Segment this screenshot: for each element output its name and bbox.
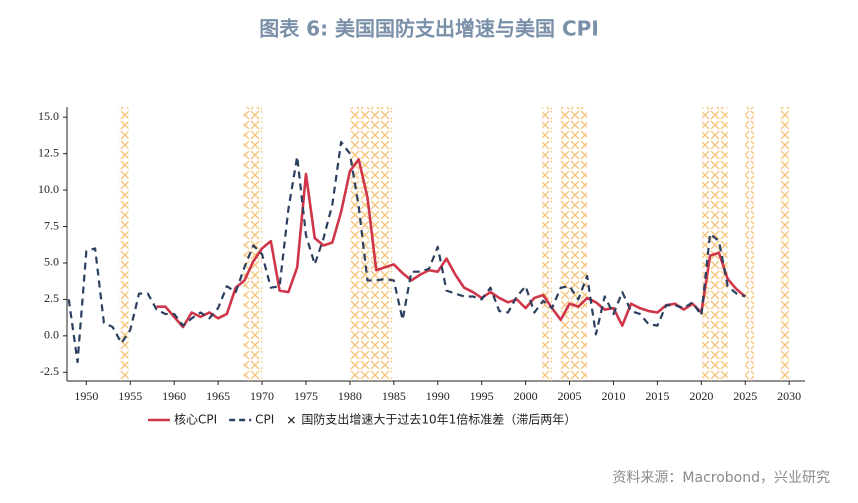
y-tick-label: 12.5	[38, 145, 59, 159]
series-line	[67, 140, 746, 364]
source: 资料来源：Macrobond，兴业研究	[612, 470, 830, 486]
x-tick-label: 1975	[294, 389, 318, 403]
series-line	[156, 158, 747, 329]
x-tick-label: 1950	[74, 389, 98, 403]
x-tick-label: 2015	[645, 389, 669, 403]
y-tick-label: 2.5	[44, 291, 59, 305]
x-tick-label: 1970	[250, 389, 274, 403]
x-tick-label: 1995	[470, 389, 494, 403]
x-tick-label: 1980	[338, 389, 362, 403]
x-tick-label: 2010	[601, 389, 625, 403]
band	[780, 107, 790, 381]
y-tick-label: -2.5	[40, 364, 59, 378]
y-tick-label: 7.5	[44, 218, 59, 232]
legend-label: 国防支出增速大于过去10年1倍标准差（滞后两年）	[301, 412, 576, 427]
y-tick-label: 0.0	[44, 328, 59, 342]
y-tick-label: 10.0	[38, 182, 59, 196]
x-tick-label: 2030	[777, 389, 801, 403]
y-tick-label: 15.0	[38, 109, 59, 123]
band	[560, 107, 588, 381]
x-tick-label: 1960	[162, 389, 186, 403]
band	[702, 107, 728, 381]
band	[118, 107, 129, 381]
x-tick-label: 2025	[733, 389, 757, 403]
x-tick-label: 2020	[689, 389, 713, 403]
x-tick-label: 2000	[514, 389, 538, 403]
y-tick-label: 5.0	[44, 255, 59, 269]
x-tick-label: 2005	[558, 389, 582, 403]
x-tick-label: 1955	[118, 389, 142, 403]
band	[542, 107, 552, 381]
legend-label: CPI	[255, 413, 274, 427]
x-tick-label: 1985	[382, 389, 406, 403]
x-tick-label: 1990	[426, 389, 450, 403]
legend-label: 核心CPI	[174, 413, 217, 427]
x-tick-label: 1965	[206, 389, 230, 403]
chart-title: 图表 6: 美国国防支出增速与美国 CPI	[259, 17, 599, 41]
band	[243, 107, 263, 381]
legend-swatch: ✕	[286, 414, 296, 428]
band	[349, 107, 393, 381]
band	[745, 107, 755, 381]
